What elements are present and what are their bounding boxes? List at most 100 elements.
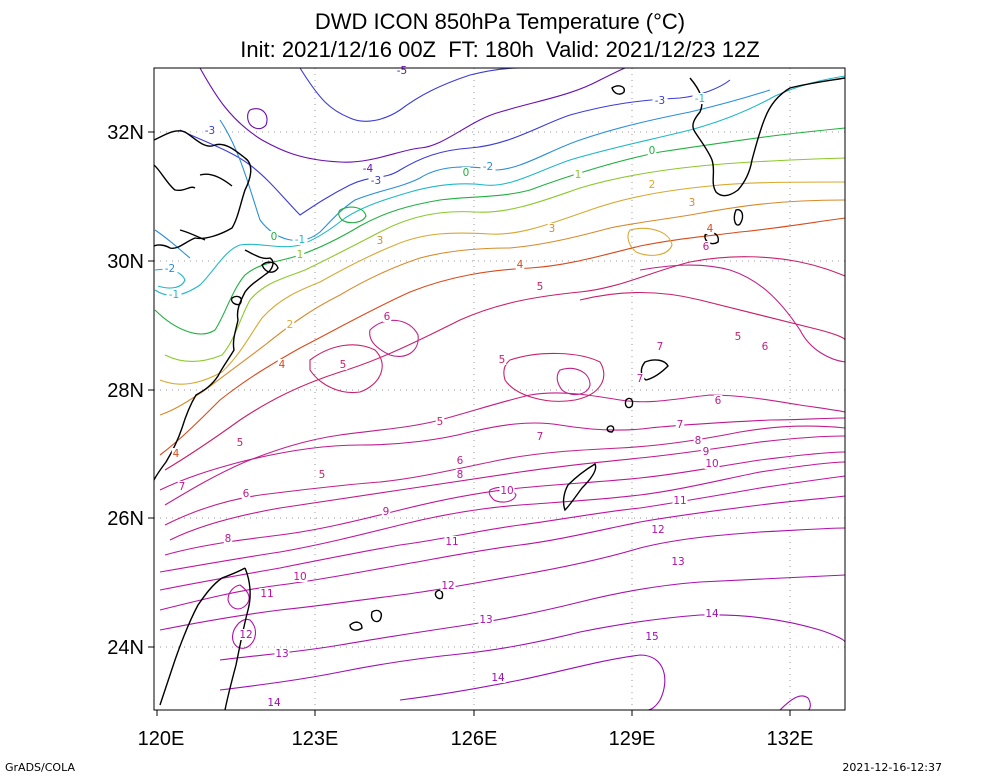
contour-label: 5 (735, 331, 742, 343)
contour-label-bg (440, 580, 456, 591)
contour-label-bg (701, 241, 711, 252)
contour-label-bg (713, 395, 723, 406)
contour-label: 14 (491, 672, 505, 684)
contour-label: 2 (287, 319, 294, 331)
taiwan-coast (159, 567, 251, 710)
gridlines (154, 68, 845, 710)
contour-label: 7 (637, 373, 644, 385)
contour-label-bg (382, 311, 392, 322)
contour-label: 1 (575, 169, 582, 181)
contour-label: 12 (651, 524, 664, 536)
contour-label: 5 (237, 437, 244, 449)
small-island-1 (624, 397, 634, 409)
y-tick-label: 28N (107, 380, 144, 402)
contour-label-bg (238, 629, 254, 640)
contour-label-bg (635, 373, 645, 384)
contour-label: 12 (239, 629, 252, 641)
contour-label-bg (444, 536, 460, 547)
x-tick-label: 132E (767, 728, 814, 750)
contour-label-bg (693, 435, 703, 446)
contour-label: 4 (173, 448, 180, 460)
contour-label-bg (292, 571, 308, 582)
contour-label-bg (692, 93, 708, 104)
contour-label-bg (652, 95, 668, 106)
contour-label-bg (435, 416, 445, 427)
map-title: DWD ICON 850hPa Temperature (°C) (314, 9, 686, 34)
contour-label-bg (535, 431, 545, 442)
x-tick-label: 129E (609, 728, 656, 750)
amami-island (640, 359, 669, 381)
x-tick-label: 126E (451, 728, 498, 750)
okinawa-island (562, 463, 597, 512)
contour-label-bg (478, 614, 494, 625)
contour-label: 2 (649, 179, 656, 191)
contour-label-bg (701, 446, 711, 457)
contour-label: 10 (293, 571, 306, 583)
contour-label-bg (375, 235, 385, 246)
contour-label: 11 (445, 536, 458, 548)
contour-label-bg (499, 485, 515, 496)
contour-label: 13 (479, 614, 492, 626)
japan-island-1 (611, 85, 625, 95)
contour-label-bg (223, 533, 233, 544)
contour-label-bg (277, 359, 287, 370)
contour-label-bg (705, 223, 715, 234)
x-tick-label: 120E (138, 728, 185, 750)
contour-label: 7 (537, 431, 544, 443)
map-frame (153, 67, 846, 711)
small-island-2 (606, 425, 615, 433)
y-tick-label: 30N (107, 251, 144, 273)
contour-label-bg (573, 169, 583, 180)
contour-label: 11 (260, 588, 273, 600)
contour-label-bg (670, 556, 686, 567)
contour-label: 5 (437, 416, 444, 428)
contour-label-bg (672, 495, 688, 506)
contour-label: 5 (537, 281, 544, 293)
sakishima-islands (349, 589, 444, 631)
software-credit: GrADS/COLA (5, 761, 75, 774)
contour-label-bg (338, 359, 348, 370)
contour-label: 6 (243, 488, 250, 500)
contour-label: 5 (340, 359, 347, 371)
china-coast (154, 130, 274, 481)
contour-label-bg (647, 179, 657, 190)
contour-label-bg (285, 319, 295, 330)
contour-label: 3 (689, 197, 696, 209)
contour-label: -1 (169, 289, 179, 301)
contour-label-bg (455, 469, 465, 480)
contour-label-bg (704, 458, 720, 469)
contour-label: 0 (463, 167, 470, 179)
contour-label: 4 (279, 359, 286, 371)
contour-label: 6 (715, 395, 722, 407)
temperature-contours (154, 68, 845, 710)
contour-label-bg (394, 65, 410, 76)
contour-label-bg (317, 469, 327, 480)
contour-label-bg (490, 672, 506, 683)
contour-label: 14 (267, 697, 281, 709)
contour-label: -1 (295, 234, 305, 246)
contour-label: 0 (649, 145, 656, 157)
coastlines (154, 77, 845, 710)
contour-label: 8 (695, 435, 702, 447)
contour-label-bg (381, 506, 391, 517)
contour-label: 6 (762, 341, 769, 353)
contour-label: -1 (695, 93, 705, 105)
contour-label: 14 (705, 608, 719, 620)
contour-label: -3 (205, 125, 215, 137)
contour-label-bg (368, 175, 384, 186)
map-subtitle: Init: 2021/12/16 00Z FT: 180h Valid: 202… (240, 37, 760, 62)
japan-island-3 (733, 209, 744, 226)
contour-label-bg (292, 234, 308, 245)
contour-label-bg (760, 341, 770, 352)
contour-label: -5 (397, 65, 407, 77)
contour-label-bg (295, 249, 305, 260)
kyushu-coast (689, 77, 845, 197)
contour-label-bg (455, 455, 465, 466)
contour-label: 5 (499, 354, 506, 366)
y-tick-label: 32N (107, 122, 144, 144)
contour-label-bg (162, 263, 178, 274)
contour-label: 1 (297, 249, 304, 261)
contour-label: 9 (703, 446, 710, 458)
contour-label-bg (266, 697, 282, 708)
